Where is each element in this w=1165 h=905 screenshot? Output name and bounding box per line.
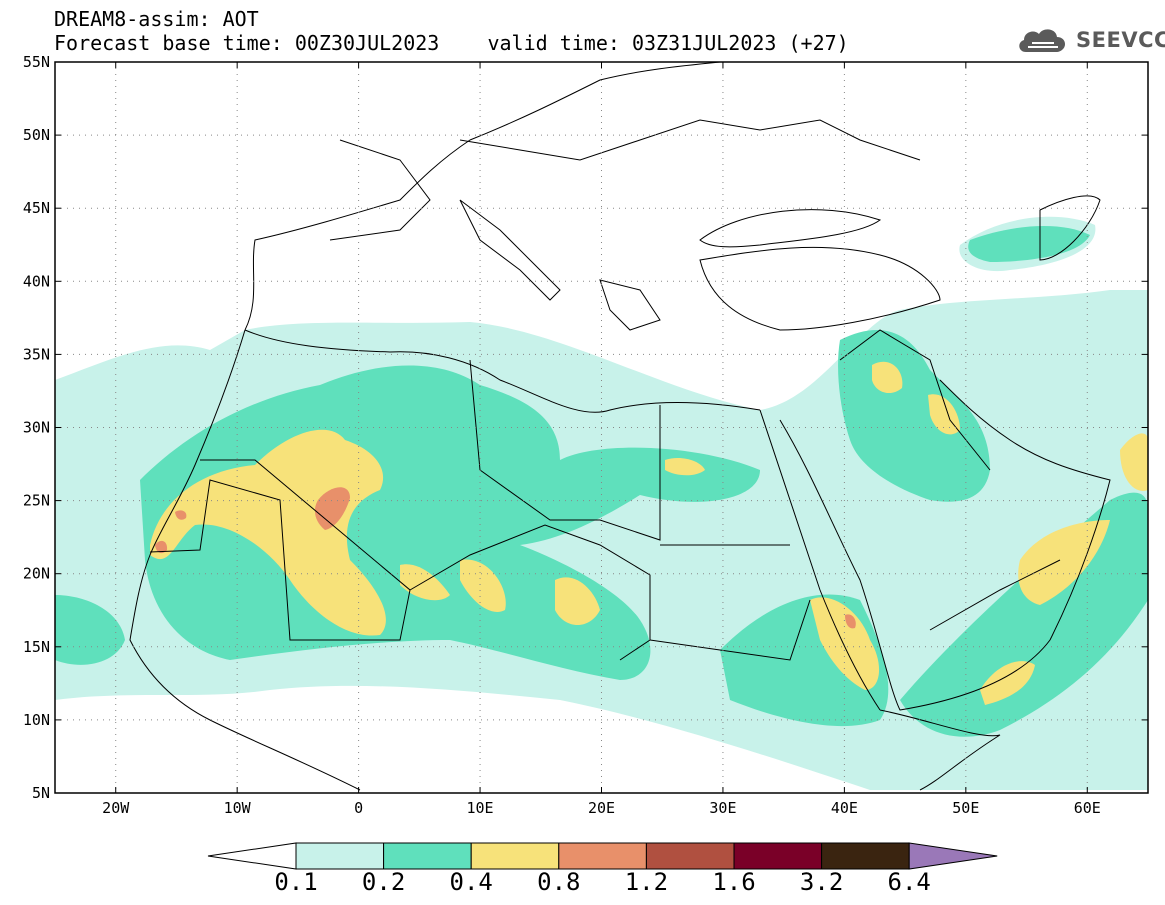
aot-band-0.4-0.8 (872, 361, 903, 394)
lon-label: 20W (102, 799, 130, 817)
colorbar-segment (733, 842, 823, 870)
lon-label: 10W (224, 799, 252, 817)
colorbar-tick-label: 0.8 (537, 868, 581, 896)
aot-band-0.4-0.8 (810, 597, 880, 690)
lat-label: 10N (23, 711, 50, 729)
aot-band-0.4-0.8 (1120, 433, 1148, 491)
lon-label: 20E (588, 799, 615, 817)
map-title: DREAM8-assim: AOT (54, 7, 259, 31)
horn-of-africa-coast (879, 709, 1001, 791)
aot-band-0.4-0.8 (1018, 520, 1110, 605)
lat-label: 50N (23, 126, 50, 144)
aot-band-0.8-1.2 (845, 614, 856, 629)
cloud-icon (1019, 29, 1065, 52)
colorbar (207, 842, 998, 870)
lat-label: 40N (23, 272, 50, 290)
colorbar-tick-label: 6.4 (887, 868, 931, 896)
aot-band-0.4-0.8 (928, 394, 960, 435)
aot-contours (55, 216, 1148, 790)
lat-label: 20N (23, 565, 50, 583)
colorbar-tick-label: 1.6 (712, 868, 756, 896)
colorbar-low-arrow (207, 842, 297, 870)
lat-label: 35N (23, 345, 50, 363)
colorbar-segment (645, 842, 735, 870)
border-mauritania (149, 459, 411, 641)
colorbar-tick-label: 3.2 (799, 868, 844, 896)
colorbar-segment (470, 842, 560, 870)
lat-label: 25N (23, 492, 50, 510)
border-iran-iraq (839, 329, 991, 471)
colorbar-segment (821, 842, 910, 870)
border-black-sea (699, 209, 882, 248)
logo-text: SEEVCCC (1076, 28, 1165, 52)
colorbar-segment (295, 842, 385, 870)
lat-label: 15N (23, 638, 50, 656)
border-central-europe (459, 119, 921, 161)
seevccc-logo: SEEVCCC (1016, 24, 1165, 56)
colorbar-tick-label: 0.1 (274, 868, 318, 896)
border-saudi-yemen (929, 559, 1061, 631)
border-turkey (699, 246, 941, 331)
axis-ticks (55, 61, 1148, 794)
coastline-europe (244, 62, 721, 331)
aot-band-0.4-0.8 (665, 458, 705, 476)
colorbar-tick-label: 1.2 (624, 868, 669, 896)
graticule (55, 62, 1148, 793)
lat-label: 30N (23, 419, 50, 437)
coastline-africa-west (129, 329, 361, 791)
colorbar-segment (383, 842, 472, 870)
lon-label: 10E (467, 799, 494, 817)
country-boundaries (129, 62, 1111, 791)
border-algeria-libya (469, 359, 661, 541)
aot-band-0.4-0.8 (980, 661, 1035, 705)
lat-label: 5N (32, 784, 50, 802)
lon-label: 30E (709, 799, 736, 817)
aot-band-0.4-0.8 (150, 429, 386, 636)
aot-band-0.4-0.8 (555, 577, 600, 625)
border-caspian (1039, 195, 1101, 261)
aot-band-0.8-1.2 (175, 510, 187, 520)
aot-band-0.2-0.4 (55, 595, 125, 665)
border-sudan-ethiopia (649, 599, 811, 661)
aot-band-0.8-1.2 (155, 540, 168, 554)
colorbar-tick-label: 0.2 (361, 868, 406, 896)
colorbar-high-arrow (908, 842, 998, 870)
longitude-labels: 20W 10W 0 10E 20E 30E 40E 50E 60E (102, 799, 1101, 817)
arabia-coast (779, 379, 1111, 711)
forecast-time-line: Forecast base time: 00Z30JUL2023 valid t… (54, 31, 849, 55)
lon-label: 0 (354, 799, 363, 817)
latitude-labels: 55N 50N 45N 40N 35N 30N 25N 20N 15N 10N 5N (23, 53, 50, 802)
lon-label: 40E (831, 799, 858, 817)
lon-label: 60E (1074, 799, 1101, 817)
colorbar-segment (558, 842, 647, 870)
aot-band-0.4-0.8 (400, 564, 450, 601)
border-greece (599, 279, 661, 331)
red-sea-coast (759, 409, 881, 711)
lon-label: 50E (952, 799, 979, 817)
lat-label: 45N (23, 199, 50, 217)
border-italy (459, 199, 561, 301)
colorbar-tick-label: 0.4 (449, 868, 493, 896)
lat-label: 55N (23, 53, 50, 71)
border-france-spain (329, 139, 431, 241)
aot-band-0.8-1.2 (314, 487, 350, 530)
aot-band-0.4-0.8 (460, 559, 506, 612)
coastline-africa-north (244, 329, 761, 413)
